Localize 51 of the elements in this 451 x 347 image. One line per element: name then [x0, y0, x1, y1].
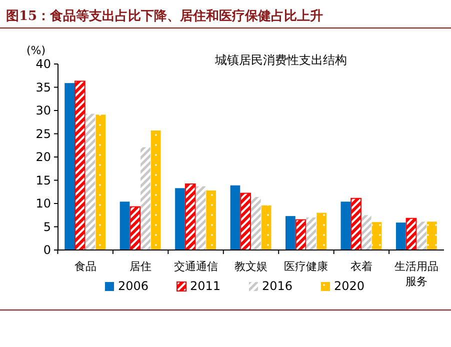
- bar: [140, 147, 150, 250]
- y-tick-label: 25: [36, 126, 51, 141]
- x-tick-label: 衣着: [350, 260, 372, 273]
- legend-label: 2016: [262, 279, 293, 293]
- legend-label: 2020: [334, 279, 365, 293]
- bar: [316, 212, 326, 250]
- bar: [286, 216, 296, 250]
- x-tick-label: 食品: [74, 260, 96, 273]
- y-axis-title: (%): [26, 44, 46, 57]
- bar: [206, 190, 216, 250]
- bar: [295, 219, 306, 250]
- legend-label: 2006: [118, 279, 149, 293]
- bar: [350, 198, 362, 250]
- bar: [240, 192, 251, 250]
- y-tick-label: 30: [36, 104, 51, 118]
- y-tick-label: 0: [43, 243, 51, 258]
- legend-label: 2011: [190, 279, 221, 293]
- y-tick-label: 20: [36, 150, 51, 164]
- x-tick-label: 生活用品服务: [394, 260, 439, 288]
- bar: [150, 130, 161, 250]
- x-tick-label: 医疗健康: [284, 260, 328, 273]
- chart-title: 图15：食品等支出占比下降、居住和医疗保健占比上升: [6, 8, 324, 24]
- bar: [372, 222, 382, 250]
- bar: [230, 185, 240, 250]
- y-tick-label: 10: [36, 196, 51, 211]
- bar: [130, 206, 141, 250]
- y-tick-label: 40: [36, 57, 51, 72]
- bar: [64, 83, 74, 250]
- bar: [96, 114, 106, 250]
- bar: [175, 188, 185, 250]
- y-tick-label: 5: [43, 220, 51, 234]
- bar: [184, 183, 196, 250]
- x-tick-label: 交通通信: [174, 260, 218, 273]
- x-tick-label: 居住: [130, 260, 152, 273]
- bar: [251, 196, 261, 250]
- bar: [306, 217, 316, 250]
- bar: [196, 186, 206, 250]
- y-tick-label: 35: [36, 80, 51, 94]
- x-tick-label: 教文娱: [234, 260, 268, 273]
- bar: [340, 202, 351, 250]
- bar: [120, 202, 130, 250]
- bar: [261, 205, 272, 250]
- bar: [416, 222, 427, 250]
- bar: [85, 114, 96, 250]
- bar: [427, 222, 437, 250]
- y-tick-label: 15: [36, 173, 51, 188]
- bar: [361, 215, 372, 250]
- chart-subtitle: 城镇居民消费性支出结构: [214, 53, 347, 67]
- bar: [74, 80, 86, 250]
- bar: [406, 218, 417, 250]
- bar: [396, 222, 406, 250]
